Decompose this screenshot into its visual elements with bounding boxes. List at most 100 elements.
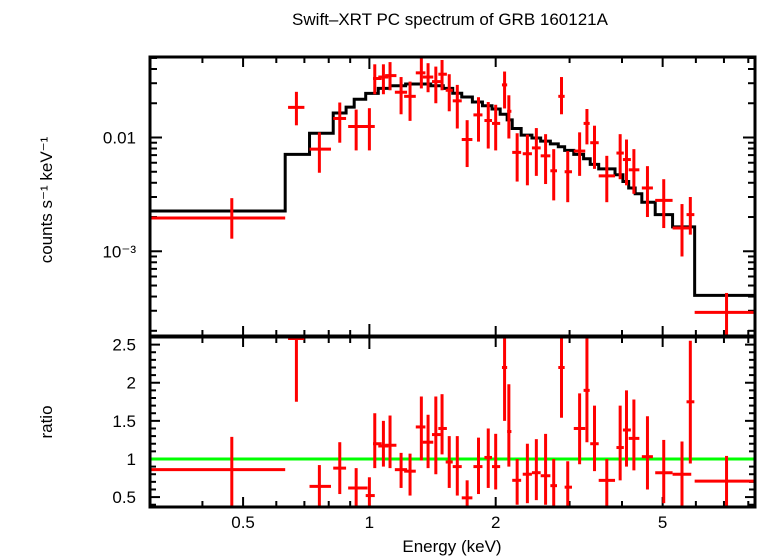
data-point [598,458,616,507]
data-point [492,104,501,151]
data-point [445,436,453,488]
y-tick-label: 0.01 [103,129,136,148]
data-point [394,77,408,115]
data-point [558,77,565,115]
x-tick-label: 0.5 [231,513,255,532]
data-point [288,337,305,402]
data-point [655,179,673,229]
data-point [522,443,532,504]
ratio-panel: 2.5 2 1.5 1 0.5 0.5 1 2 5 [112,335,757,532]
y-tick-label: 1.5 [112,412,136,431]
data-point [564,151,572,203]
data-point [372,413,382,469]
y-axis-label-ratio: ratio [37,405,56,438]
data-point [641,416,653,490]
data-point [438,394,447,455]
data-point [501,71,508,109]
data-point [583,109,590,145]
data-point [333,442,347,495]
data-point [150,436,286,507]
data-point [558,337,565,418]
data-point [309,465,331,507]
data-point [512,133,522,182]
data-point [507,95,512,139]
data-point [694,455,755,507]
y-axis-label-spectrum: counts s⁻¹ keV⁻¹ [37,136,56,263]
data-point [507,384,512,467]
data-point [540,433,551,505]
data-point [431,396,441,475]
data-point [655,439,673,504]
data-point [512,458,522,505]
data-point [415,57,426,89]
data-point [333,102,347,143]
data-point [522,134,532,186]
data-point [686,196,695,235]
data-point [501,337,508,421]
plot-area [150,337,755,507]
data-point [628,149,640,194]
data-point [573,132,586,176]
data-point [672,204,692,257]
y-tick-label: 2.5 [112,336,136,355]
data-point [150,198,286,239]
data-point [484,428,493,488]
plot-area [150,57,755,336]
data-point [404,81,416,121]
data-point [473,437,483,495]
x-tick-label: 5 [658,513,667,532]
data-point [622,390,631,467]
data-point [385,415,397,469]
x-tick-label: 1 [365,513,374,532]
data-point [394,452,408,488]
data-point [415,396,426,461]
data-point [622,139,631,186]
y-tick-label: 2 [127,374,136,393]
data-point [431,66,441,104]
data-point [694,292,755,336]
data-point [540,134,551,185]
panel-frame [148,335,757,509]
x-axis-label: Energy (keV) [402,537,501,556]
data-point [583,337,590,443]
data-point [686,340,695,464]
data-point [598,155,616,203]
data-point [438,59,447,91]
data-point [461,120,473,168]
y-tick-label: 10⁻³ [102,242,136,261]
y-tick-label: 0.5 [112,488,136,507]
data-point [422,414,434,469]
spectrum-panel: 0.01 10⁻³ [102,55,757,338]
data-point [616,405,624,481]
data-point [573,393,586,465]
data-point [550,458,557,507]
data-point [672,441,692,507]
data-point [590,125,599,169]
y-tick-label: 1 [127,450,136,469]
data-point [348,468,368,507]
data-point [531,128,541,176]
data-point [492,433,501,490]
data-point [404,453,416,496]
data-point [484,102,493,149]
data-point [445,74,453,112]
data-point [461,480,473,507]
data-point [550,149,557,201]
data-point [385,62,397,91]
x-tick-label: 2 [491,513,500,532]
data-point [452,84,462,129]
data-point [616,134,624,180]
data-point [531,439,541,501]
data-point [564,461,572,507]
data-point [288,91,305,126]
data-point [452,436,462,496]
data-point [628,399,640,471]
chart-title: Swift–XRT PC spectrum of GRB 160121A [292,10,609,29]
data-point [590,405,599,472]
data-point [365,477,375,507]
data-point [309,132,331,173]
data-point [365,108,375,151]
data-point [422,63,434,93]
data-point [641,166,653,218]
